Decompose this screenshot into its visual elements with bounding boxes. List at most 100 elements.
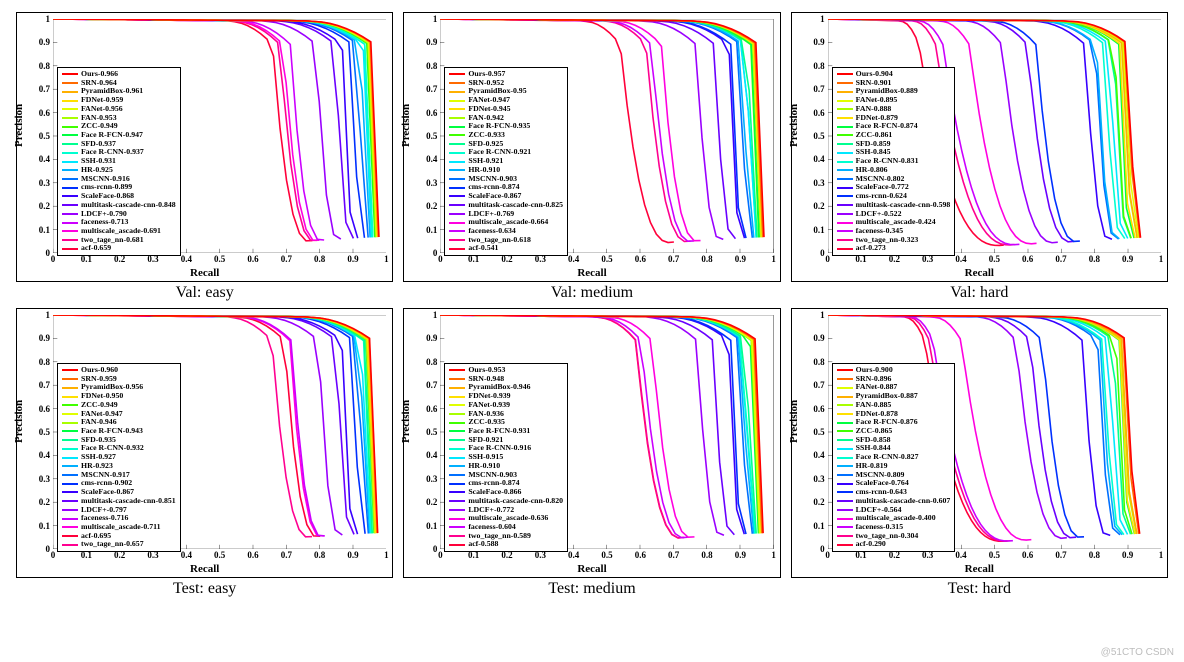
legend-swatch <box>837 239 853 241</box>
pr-panel: PrecisionRecall00.10.20.30.40.50.60.70.8… <box>403 308 780 598</box>
legend: Ours-0.904SRN-0.901PyramidBox-0.889FANet… <box>832 67 956 256</box>
legend-swatch <box>62 500 78 502</box>
legend-swatch <box>449 187 465 189</box>
y-tick: 0.7 <box>805 84 825 94</box>
y-tick: 0.5 <box>30 131 50 141</box>
legend-swatch <box>62 204 78 206</box>
x-tick: 1 <box>1159 550 1164 560</box>
x-tick: 0.6 <box>1022 254 1033 264</box>
y-axis-label: Precision <box>788 400 800 443</box>
y-tick: 0.4 <box>417 154 437 164</box>
x-tick: 0.4 <box>181 254 192 264</box>
legend-item: SSH-0.921 <box>449 157 563 166</box>
x-tick: 0 <box>825 550 830 560</box>
legend-swatch <box>62 73 78 75</box>
legend-swatch <box>449 491 465 493</box>
panel-subtitle: Test: easy <box>16 580 393 598</box>
chart-box: PrecisionRecall00.10.20.30.40.50.60.70.8… <box>403 308 780 578</box>
plot-area: Ours-0.957SRN-0.952PyramidBox-0.95FANet-… <box>440 19 773 253</box>
legend-swatch <box>449 430 465 432</box>
legend-item: Face R-CNN-0.831 <box>837 157 951 166</box>
legend-label: acf-0.588 <box>468 540 498 549</box>
y-tick: 0 <box>417 544 437 554</box>
y-tick: 1 <box>30 310 50 320</box>
chart-box: PrecisionRecall00.10.20.30.40.50.60.70.8… <box>16 12 393 282</box>
legend-item: acf-0.588 <box>449 540 563 549</box>
legend-label: acf-0.273 <box>856 244 886 253</box>
x-tick: 0.7 <box>1055 550 1066 560</box>
legend-swatch <box>449 73 465 75</box>
legend-swatch <box>449 396 465 398</box>
y-tick: 0.9 <box>30 37 50 47</box>
legend-swatch <box>62 474 78 476</box>
y-tick: 0.9 <box>805 37 825 47</box>
legend-swatch <box>837 100 853 102</box>
legend-swatch <box>449 230 465 232</box>
y-tick: 0.3 <box>30 474 50 484</box>
legend-swatch <box>837 117 853 119</box>
legend-item: Ours-0.900 <box>837 366 951 375</box>
legend-item: PyramidBox-0.887 <box>837 392 951 401</box>
legend-swatch <box>449 518 465 520</box>
legend-item: Face R-FCN-0.931 <box>449 427 563 436</box>
x-tick: 0.4 <box>955 254 966 264</box>
pr-panel: PrecisionRecall00.10.20.30.40.50.60.70.8… <box>791 308 1168 598</box>
legend-swatch <box>449 457 465 459</box>
chart-box: PrecisionRecall00.10.20.30.40.50.60.70.8… <box>791 12 1168 282</box>
legend-swatch <box>62 82 78 84</box>
legend-item: FANet-0.947 <box>62 410 176 419</box>
legend-swatch <box>62 526 78 528</box>
y-tick: 0 <box>30 544 50 554</box>
legend-swatch <box>449 204 465 206</box>
legend-item: acf-0.659 <box>62 244 176 253</box>
y-tick: 0.5 <box>30 427 50 437</box>
legend-swatch <box>837 404 853 406</box>
legend-swatch <box>449 117 465 119</box>
x-axis-label: Recall <box>17 267 392 279</box>
y-tick: 0.3 <box>805 474 825 484</box>
legend-swatch <box>449 239 465 241</box>
x-tick: 0.4 <box>568 254 579 264</box>
legend-swatch <box>837 248 853 250</box>
legend-swatch <box>449 465 465 467</box>
x-axis-label: Recall <box>404 563 779 575</box>
legend-swatch <box>837 178 853 180</box>
x-tick: 0.4 <box>181 550 192 560</box>
y-tick: 0.1 <box>30 225 50 235</box>
x-tick: 0.4 <box>955 550 966 560</box>
legend-swatch <box>837 143 853 145</box>
legend-item: two_tage_nn-0.323 <box>837 236 951 245</box>
legend: Ours-0.900SRN-0.896FANet-0.887PyramidBox… <box>832 363 956 552</box>
legend-item: two_tage_nn-0.304 <box>837 532 951 541</box>
legend-swatch <box>62 117 78 119</box>
x-tick: 0.7 <box>668 550 679 560</box>
legend-swatch <box>62 195 78 197</box>
y-tick: 0.4 <box>30 154 50 164</box>
legend-swatch <box>449 126 465 128</box>
legend-swatch <box>837 108 853 110</box>
legend-item: SSH-0.927 <box>62 453 176 462</box>
y-tick: 0.1 <box>417 225 437 235</box>
legend: Ours-0.966SRN-0.964PyramidBox-0.961FDNet… <box>57 67 181 256</box>
y-tick: 0.1 <box>30 521 50 531</box>
legend-swatch <box>837 396 853 398</box>
legend-swatch <box>62 248 78 250</box>
legend-item: acf-0.290 <box>837 540 951 549</box>
legend-swatch <box>837 439 853 441</box>
y-tick: 0.7 <box>417 380 437 390</box>
plot-area: Ours-0.960SRN-0.959PyramidBox-0.956FDNet… <box>53 315 386 549</box>
legend-swatch <box>449 500 465 502</box>
legend-item: FANet-0.939 <box>449 401 563 410</box>
y-tick: 0.3 <box>30 178 50 188</box>
legend-swatch <box>62 457 78 459</box>
legend-swatch <box>837 213 853 215</box>
legend-swatch <box>837 161 853 163</box>
legend-swatch <box>449 82 465 84</box>
y-tick: 0.1 <box>417 521 437 531</box>
x-tick: 0.8 <box>701 550 712 560</box>
y-ticks: 00.10.20.30.40.50.60.70.80.91 <box>32 19 52 253</box>
x-tick: 1 <box>771 550 776 560</box>
legend-swatch <box>837 413 853 415</box>
legend-swatch <box>449 544 465 546</box>
x-tick: 0.6 <box>635 550 646 560</box>
